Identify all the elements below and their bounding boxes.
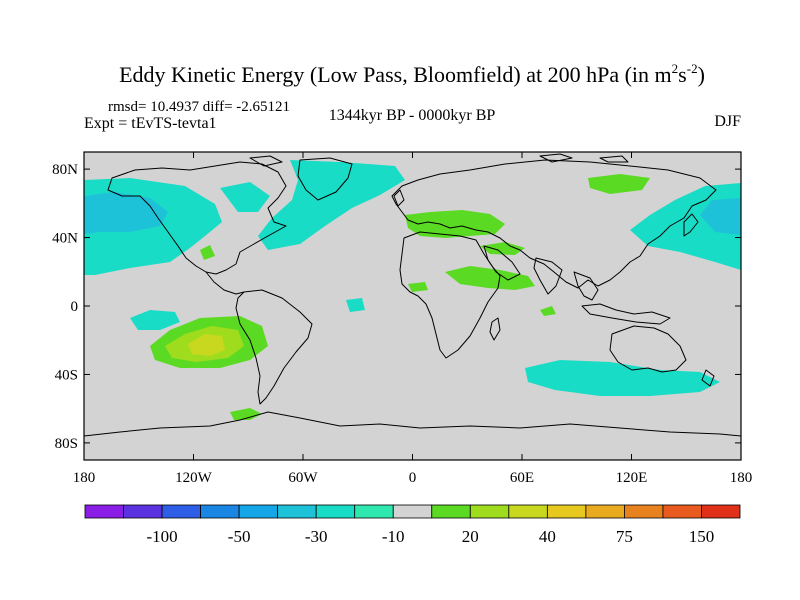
coast-central-america [205,271,245,295]
anomaly-shading [84,160,741,420]
anomaly-south-pacific-core [188,334,225,356]
y-tick-label: 40N [52,231,78,247]
colorbar-swatch [354,504,394,519]
y-tick-label: 0 [71,299,79,315]
colorbar-label: -30 [305,527,328,546]
x-tick-label: 60W [288,470,318,486]
y-tick-label: 80N [52,162,78,178]
coast-indonesia [581,303,671,325]
anomaly-north-pacific-east-core [700,198,741,235]
colorbar-swatch [624,504,664,519]
x-tick-label: 120E [616,470,648,486]
colorbar-swatch [123,504,163,519]
title-exp1: 2 [672,61,679,76]
colorbar-label: 150 [689,527,715,546]
coastlines [84,153,741,437]
anomaly-southern-ocean [525,360,720,396]
x-tick-label: 0 [409,470,417,486]
coast-arctic-islands [249,153,629,167]
title-mid: s [678,62,687,87]
coast-antarctica [84,411,741,437]
colorbar-swatch [161,504,201,519]
y-tick-label: 40S [55,367,78,383]
title-main: Eddy Kinetic Energy (Low Pass, Bloomfiel… [119,62,672,87]
coast-north-america [107,161,287,275]
period-label: 1344kyr BP - 0000kyr BP [329,107,496,124]
coast-africa [399,231,501,359]
coast-new-zealand [701,369,715,387]
colorbar-swatch [84,504,124,519]
coast-south-america [235,289,313,405]
season-label: DJF [714,113,741,130]
coast-india [533,257,563,295]
coast-europe-asia [391,159,717,289]
anomaly-south-atlantic [540,306,556,316]
colorbar-label: -50 [228,527,251,546]
colorbar-swatch [392,504,433,519]
anomaly-russia [588,174,650,194]
stats-label: rmsd= 10.4937 diff= -2.65121 [108,99,290,115]
colorbar-swatch [238,504,279,519]
coast-japan [683,213,699,237]
anomaly-se-pacific [130,310,180,330]
chart-title: Eddy Kinetic Energy (Low Pass, Bloomfiel… [119,61,705,87]
anomaly-brazil-coast [346,298,365,312]
title-close: ) [698,62,705,87]
anomaly-antarctic-patch [230,408,262,420]
x-tick-label: 180 [730,470,753,486]
anomaly-caribbean [200,245,215,260]
coast-arabia [483,245,521,281]
coast-uk [393,189,405,207]
x-tick-label: 120W [175,470,213,486]
colorbar-label: 75 [616,527,633,546]
x-tick-label: 60E [510,470,534,486]
colorbar-swatch [701,504,741,519]
colorbar-swatch [315,504,356,519]
coast-madagascar [489,317,501,341]
anomaly-arabia [445,266,535,290]
colorbar-label: -100 [146,527,177,546]
colorbar-swatch [585,504,625,519]
map-panel [84,152,741,460]
anomaly-arabia-north [480,242,525,255]
x-axis: 180 120W 60W 0 60E 120E 180 [73,152,753,486]
colorbar-swatch [200,504,240,519]
y-axis: 80N 40N 0 40S 80S [52,162,741,452]
colorbar-swatch [469,504,510,519]
colorbar: -100 -50 -30 -10 20 40 75 150 [84,504,741,546]
coast-australia [609,325,687,373]
colorbar-swatch [662,504,702,519]
experiment-label: Expt = tEvTS-tevta1 [84,115,217,132]
colorbar-swatch [508,504,548,519]
colorbar-label: 20 [462,527,479,546]
colorbar-swatch [431,504,471,519]
y-tick-label: 80S [55,436,78,452]
anomaly-greenland-tongue [220,182,270,212]
anomaly-west-africa [408,282,428,292]
coast-greenland [297,157,353,201]
x-tick-label: 180 [73,470,96,486]
coast-southeast-asia [573,271,599,301]
colorbar-swatch [546,504,587,519]
title-exp2: -2 [687,61,698,76]
colorbar-label: -10 [382,527,405,546]
colorbar-label: 40 [539,527,556,546]
colorbar-swatch [277,504,317,519]
anomaly-north-atlantic [258,160,405,250]
